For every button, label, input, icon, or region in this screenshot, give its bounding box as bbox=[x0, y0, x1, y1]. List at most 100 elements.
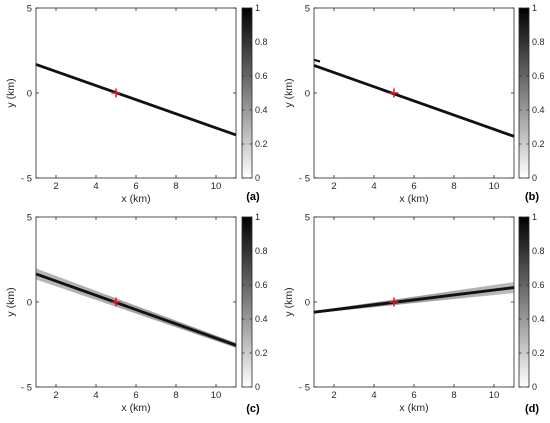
chart-panel: 2 4 6 8 10 - 5 0 5 x (km) y (km) 0 0.2 0.4 0.6 0.8 1 (c) bbox=[5, 212, 268, 415]
colorbar: 0 0.2 0.4 0.6 0.8 1 bbox=[518, 212, 545, 392]
colorbar-tick-label: 1 bbox=[532, 212, 537, 222]
colorbar-tick-label: 0.8 bbox=[255, 246, 268, 256]
y-tick-label: - 5 bbox=[21, 383, 32, 394]
x-axis-title: x (km) bbox=[399, 193, 428, 205]
x-tick-label: 6 bbox=[133, 390, 138, 401]
colorbar-tick-label: 1 bbox=[255, 212, 260, 222]
colorbar-tick-label: 0.6 bbox=[532, 71, 545, 81]
colorbar-tick-label: 0.2 bbox=[532, 348, 545, 358]
band-envelope-line bbox=[313, 282, 515, 312]
y-tick-label: 0 bbox=[27, 298, 32, 309]
colorbar-tick-label: 0.2 bbox=[255, 139, 268, 149]
colorbar-tick-label: 0.2 bbox=[532, 139, 545, 149]
colorbar-tick-label: 0.8 bbox=[255, 37, 268, 47]
x-tick-label: 10 bbox=[489, 390, 500, 401]
x-tick-label: 8 bbox=[451, 390, 456, 401]
colorbar-tick-label: 0.2 bbox=[255, 348, 268, 358]
chart-panel: 2 4 6 8 10 - 5 0 5 x (km) y (km) 0 0.2 0.4 0.6 0.8 1 (b) bbox=[283, 3, 545, 205]
colorbar-tick-label: 1 bbox=[532, 3, 537, 13]
band-envelope-line bbox=[35, 269, 237, 345]
x-tick-label: 10 bbox=[211, 390, 222, 401]
x-axis-title: x (km) bbox=[121, 193, 150, 205]
x-tick-label: 2 bbox=[331, 390, 336, 401]
x-tick-label: 10 bbox=[489, 181, 500, 192]
colorbar-tick-label: 0.6 bbox=[255, 71, 268, 81]
colorbar-tick-label: 0.6 bbox=[532, 280, 545, 290]
y-tick-label: 0 bbox=[305, 89, 310, 100]
colorbar-tick-label: 0 bbox=[255, 382, 260, 392]
colorbar-gradient bbox=[518, 7, 530, 179]
colorbar: 0 0.2 0.4 0.6 0.8 1 bbox=[518, 3, 545, 183]
y-tick-label: - 5 bbox=[299, 383, 310, 394]
colorbar-tick-label: 0.4 bbox=[255, 105, 268, 115]
x-axis-title: x (km) bbox=[399, 402, 428, 414]
colorbar-tick-label: 0.8 bbox=[532, 37, 545, 47]
colorbar-tick-label: 0.4 bbox=[532, 105, 545, 115]
band-envelope-line bbox=[35, 277, 237, 348]
probability-band bbox=[313, 58, 515, 138]
epicenter-marker bbox=[111, 297, 121, 307]
x-tick-label: 6 bbox=[411, 390, 416, 401]
band-center-line bbox=[35, 63, 237, 137]
y-axis-title: y (km) bbox=[5, 287, 17, 316]
y-tick-label: 5 bbox=[27, 4, 32, 15]
colorbar-tick-label: 0 bbox=[532, 382, 537, 392]
x-tick-label: 10 bbox=[211, 181, 222, 192]
colorbar-gradient bbox=[241, 7, 253, 179]
x-tick-label: 6 bbox=[411, 181, 416, 192]
x-tick-label: 4 bbox=[93, 390, 98, 401]
band-envelope-line bbox=[35, 278, 237, 348]
y-tick-label: 5 bbox=[27, 213, 32, 224]
y-tick-label: - 5 bbox=[299, 174, 310, 185]
x-tick-label: 4 bbox=[93, 181, 98, 192]
colorbar-gradient bbox=[518, 216, 530, 388]
x-axis-title: x (km) bbox=[121, 402, 150, 414]
panel-label: (d) bbox=[525, 403, 539, 415]
x-tick-label: 2 bbox=[331, 181, 336, 192]
band-envelope-line bbox=[35, 268, 237, 344]
probability-band bbox=[35, 63, 237, 137]
epicenter-marker bbox=[389, 297, 399, 307]
epicenter-marker bbox=[389, 88, 399, 98]
x-tick-label: 8 bbox=[451, 181, 456, 192]
chart-panel: 2 4 6 8 10 - 5 0 5 x (km) y (km) 0 0.2 0.4 0.6 0.8 1 (d) bbox=[283, 212, 545, 415]
colorbar: 0 0.2 0.4 0.6 0.8 1 bbox=[241, 3, 268, 183]
plot-frame bbox=[313, 216, 515, 388]
plot-frame bbox=[313, 7, 515, 179]
band-center-line bbox=[35, 272, 237, 347]
plot-frame bbox=[35, 7, 237, 179]
panel-label: (b) bbox=[525, 191, 539, 203]
band-envelope-line bbox=[35, 269, 237, 345]
x-tick-label: 4 bbox=[371, 390, 376, 401]
probability-band bbox=[313, 282, 515, 314]
chart-panel: 2 4 6 8 10 - 5 0 5 x (km) y (km) 0 0.2 0.4 0.6 0.8 1 (a) bbox=[5, 3, 268, 205]
panel-label: (a) bbox=[246, 191, 260, 203]
y-axis-title: y (km) bbox=[283, 287, 295, 316]
colorbar-tick-label: 1 bbox=[255, 3, 260, 13]
x-tick-label: 4 bbox=[371, 181, 376, 192]
x-tick-label: 2 bbox=[53, 181, 58, 192]
epicenter-marker bbox=[111, 88, 121, 98]
colorbar-tick-label: 0.4 bbox=[255, 314, 268, 324]
colorbar: 0 0.2 0.4 0.6 0.8 1 bbox=[241, 212, 268, 392]
y-tick-label: 5 bbox=[305, 213, 310, 224]
y-axis-title: y (km) bbox=[5, 78, 17, 107]
band-envelope-line bbox=[35, 277, 237, 348]
y-tick-label: 0 bbox=[305, 298, 310, 309]
colorbar-tick-label: 0.6 bbox=[255, 280, 268, 290]
x-tick-label: 2 bbox=[53, 390, 58, 401]
y-tick-label: - 5 bbox=[21, 174, 32, 185]
band-center-line bbox=[313, 286, 515, 314]
panel-label: (c) bbox=[246, 403, 260, 415]
colorbar-gradient bbox=[241, 216, 253, 388]
band-center-line bbox=[313, 64, 515, 138]
probability-band bbox=[35, 268, 237, 348]
y-axis-title: y (km) bbox=[283, 78, 295, 107]
x-tick-label: 8 bbox=[173, 181, 178, 192]
band-envelope-line bbox=[313, 292, 515, 314]
colorbar-tick-label: 0.8 bbox=[532, 246, 545, 256]
y-tick-label: 0 bbox=[27, 89, 32, 100]
colorbar-tick-label: 0 bbox=[532, 173, 537, 183]
colorbar-tick-label: 0.4 bbox=[532, 314, 545, 324]
